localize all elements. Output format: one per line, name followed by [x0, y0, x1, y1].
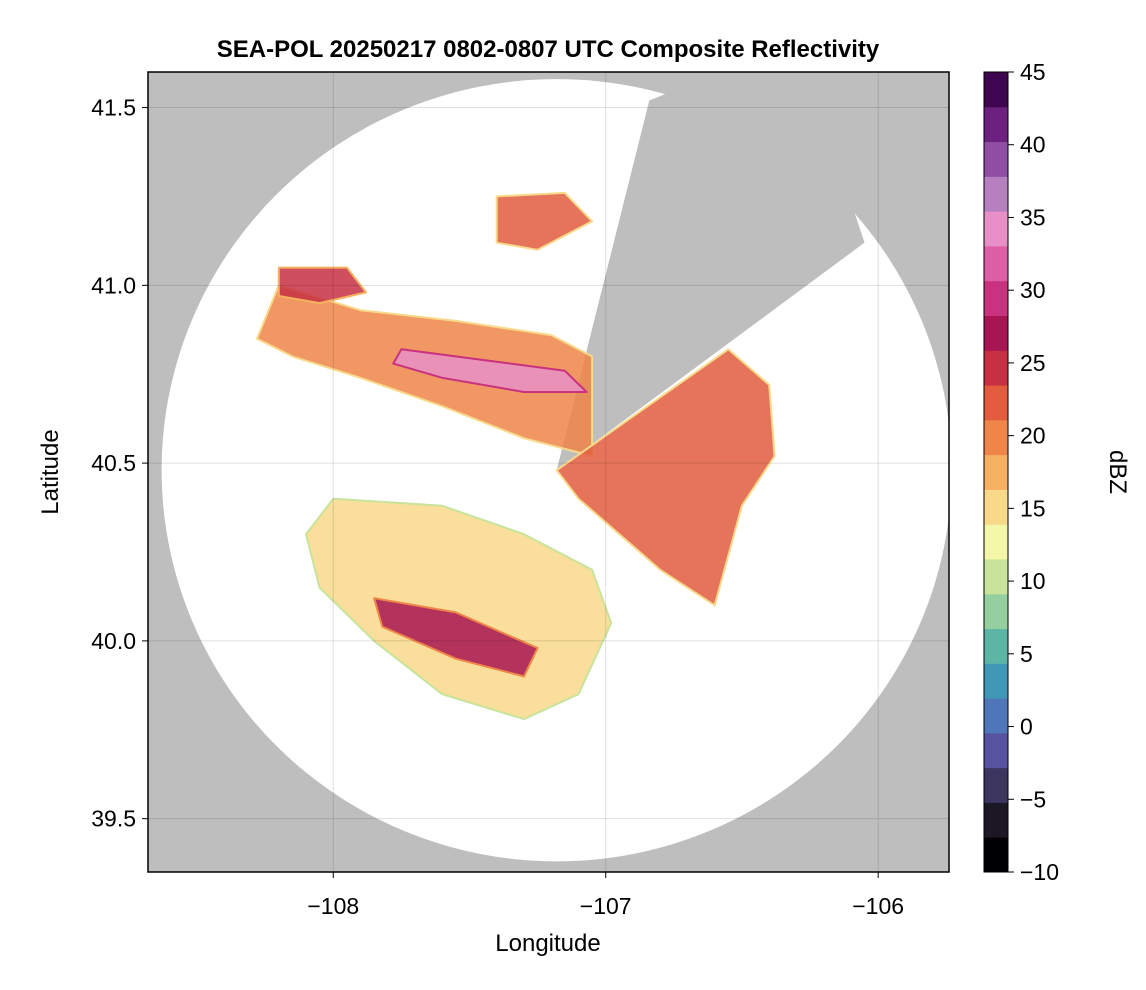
x-tick-label: −106: [852, 893, 904, 919]
colorbar-bin: [984, 385, 1008, 421]
colorbar-bin: [984, 350, 1008, 386]
x-tick-label: −108: [307, 893, 359, 919]
colorbar-bin: [984, 663, 1008, 699]
y-tick-label: 41.5: [91, 95, 136, 121]
echo-north-cell: [495, 191, 594, 251]
colorbar-bin: [984, 837, 1008, 873]
plot-area: [147, 71, 950, 873]
radar-coverage-disk: [161, 72, 949, 862]
y-tick-label: 41.0: [91, 272, 136, 298]
x-axis-ticks: −108 −107 −106: [307, 872, 904, 919]
colorbar-tick-label: 0: [1020, 714, 1033, 740]
colorbar-bin: [984, 454, 1008, 490]
colorbar-tick-label: 10: [1020, 568, 1046, 594]
colorbar-bin: [984, 72, 1008, 108]
colorbar-bin: [984, 280, 1008, 316]
colorbar-bin: [984, 698, 1008, 734]
colorbar-tick-label: 15: [1020, 495, 1046, 521]
colorbar-bin: [984, 802, 1008, 838]
y-tick-label: 40.5: [91, 450, 136, 476]
chart-title: SEA-POL 20250217 0802-0807 UTC Composite…: [217, 36, 880, 63]
colorbar-ticks: −10 −5 0 5 10 15 20 25 30 35 40 45: [1008, 59, 1059, 885]
colorbar-bin: [984, 106, 1008, 143]
echo-southwest-core: [373, 597, 539, 678]
x-axis-label: Longitude: [495, 930, 600, 957]
x-tick-label: −107: [580, 893, 632, 919]
echo-northeast-band: [555, 348, 776, 607]
colorbar-bin: [984, 628, 1008, 664]
colorbar-bin: [984, 419, 1008, 456]
plot-frame: [147, 71, 950, 873]
colorbar-tick-label: 20: [1020, 423, 1046, 449]
colorbar-bin: [984, 558, 1008, 595]
grid-lines: [148, 72, 949, 872]
colorbar-tick-label: 25: [1020, 350, 1046, 376]
colorbar-tick-label: 35: [1020, 204, 1046, 230]
echo-west-cell: [277, 266, 367, 305]
colorbar-bin: [984, 176, 1008, 212]
colorbar-bin: [984, 524, 1008, 560]
reflectivity-echoes: [256, 191, 776, 721]
echo-southwest-band: [305, 497, 613, 721]
y-axis-label: Latitude: [37, 429, 64, 514]
colorbar-tick-label: −5: [1020, 786, 1046, 812]
colorbar-tick-label: 45: [1020, 59, 1046, 85]
echo-northwest-core: [392, 348, 588, 393]
colorbar-bin: [984, 315, 1008, 351]
colorbar-bin: [984, 732, 1008, 769]
y-axis-ticks: 39.5 40.0 40.5 41.0 41.5: [91, 95, 148, 832]
colorbar-frame: [983, 71, 1009, 873]
blocked-sector: [556, 72, 865, 471]
colorbar-bin: [984, 593, 1008, 630]
colorbar-tick-label: −10: [1020, 859, 1059, 885]
colorbar-bin: [984, 211, 1008, 247]
colorbar-label: dBZ: [1104, 450, 1131, 494]
colorbar-bin: [984, 489, 1008, 525]
y-tick-label: 39.5: [91, 806, 136, 832]
colorbar-tick-label: 5: [1020, 641, 1033, 667]
colorbar-bin: [984, 141, 1008, 177]
colorbar-bin: [984, 245, 1008, 282]
colorbar-tick-label: 40: [1020, 132, 1046, 158]
colorbar-bin: [984, 767, 1008, 803]
colorbar-bins: [984, 72, 1008, 873]
colorbar: −10 −5 0 5 10 15 20 25 30 35 40 45 dBZ: [983, 59, 1131, 885]
colorbar-tick-label: 30: [1020, 277, 1046, 303]
y-tick-label: 40.0: [91, 628, 136, 654]
